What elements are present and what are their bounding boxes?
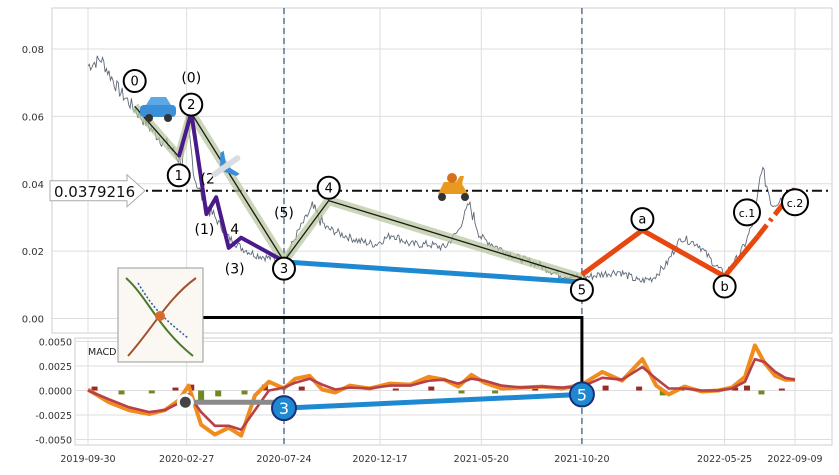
wave-label: b — [720, 280, 728, 295]
price-level-label: 0.0379216 — [54, 183, 135, 201]
x-tick-label: 2021-05-20 — [454, 454, 509, 465]
macd-y-tick-label: 0.0025 — [39, 362, 72, 373]
correction-projection-line — [756, 187, 797, 238]
wave-label-circle — [732, 198, 761, 227]
macd-histogram-bar — [91, 386, 98, 391]
correction-wave-line — [580, 227, 761, 279]
x-tick-label: 2022-05-25 — [697, 454, 752, 465]
wave-label: (5) — [274, 205, 294, 221]
macd-histogram-bar — [392, 388, 399, 391]
wave-label-circle — [271, 256, 296, 281]
macd-histogram-bar — [636, 386, 643, 391]
car-wheel — [164, 114, 172, 122]
scooter-wheel — [438, 193, 446, 201]
wave-label-circle — [630, 207, 655, 232]
airplane-fuselage — [211, 155, 241, 178]
scooter-icon — [438, 173, 469, 201]
airplane-icon — [211, 150, 241, 178]
scooter-rider-head — [447, 173, 457, 183]
macd-histogram-bar — [198, 390, 205, 402]
wave-label-circle — [781, 188, 809, 217]
price-y-tick-label: 0.02 — [22, 247, 44, 258]
x-tick-label: 2021-10-20 — [554, 454, 609, 465]
macd-histogram-bar — [732, 387, 739, 391]
macd-histogram-bar — [172, 387, 179, 391]
price-y-tick-label: 0.00 — [22, 315, 44, 326]
macd-histogram-bar — [241, 390, 248, 395]
macd-histogram-bar — [298, 386, 305, 391]
x-tick-label: 2020-12-17 — [352, 454, 407, 465]
x-tick-label: 2022-09-09 — [767, 454, 822, 465]
wave-label: (1) — [194, 222, 214, 238]
macd-histogram-bar — [428, 386, 435, 391]
wave-label: 0 — [131, 75, 139, 90]
macd-histogram-bar — [758, 390, 765, 395]
wave-label: (0) — [181, 71, 201, 87]
wave-label: 5 — [578, 283, 586, 298]
wave-label: 4 — [325, 181, 333, 196]
macd-histogram-bar — [215, 390, 222, 397]
wave-label: c.1 — [739, 207, 756, 220]
thumbnail-chart-image — [117, 267, 204, 363]
macd-y-tick-label: 0.0000 — [39, 387, 72, 398]
price-y-tick-label: 0.06 — [22, 112, 44, 123]
macd-y-tick-label: -0.0025 — [35, 411, 72, 422]
wave-label: 2 — [187, 98, 195, 113]
car-roof — [146, 97, 171, 105]
macd-histogram-bar — [492, 390, 499, 394]
car-icon — [140, 97, 176, 122]
wave-label: 3 — [280, 262, 288, 277]
macd-histogram-bar — [458, 390, 465, 394]
thumbnail-curve — [125, 277, 194, 357]
wave-channel-line — [134, 105, 583, 279]
wave-label-circle — [712, 274, 737, 299]
macd-histogram-bar — [743, 385, 750, 391]
macd-histogram-bar — [118, 390, 125, 395]
airplane-wings — [220, 150, 240, 176]
macd-y-tick-label: -0.0050 — [35, 436, 72, 447]
wave-label: c.2 — [787, 197, 804, 210]
wave-label-circle — [316, 175, 341, 200]
macd-histogram-bar — [602, 385, 609, 391]
macd-wave-marker-circle — [270, 395, 297, 422]
price-y-tick-label: 0.08 — [22, 45, 44, 56]
wave-label: (2 — [201, 172, 215, 188]
divergence-trend-line-macd — [283, 391, 583, 411]
price-y-tick-label: 0.04 — [22, 180, 44, 191]
macd-histogram-bar — [148, 390, 155, 394]
macd-histogram-bar — [532, 388, 539, 391]
macd-y-tick-label: 0.0050 — [39, 338, 72, 349]
signal-series-line — [87, 357, 796, 432]
wave-label-circle — [166, 163, 191, 188]
wave-label: (3) — [225, 262, 245, 278]
x-tick-label: 2020-02-27 — [159, 454, 214, 465]
macd-wave-marker-circle — [568, 381, 595, 408]
scooter-wheel — [461, 193, 469, 201]
x-tick-label: 2019-09-30 — [60, 454, 115, 465]
macd-wave-marker-label: 5 — [577, 385, 587, 404]
macd-histogram-bar — [778, 388, 785, 391]
macd-gray-dot — [176, 393, 194, 411]
wave-label: a — [638, 213, 646, 228]
thumbnail-dot — [155, 311, 165, 321]
divergence-trend-line-price — [283, 259, 583, 285]
price-level-arrow-icon — [49, 173, 146, 208]
car-wheel — [145, 114, 153, 122]
macd-wave-marker-label: 3 — [279, 399, 289, 418]
wave-label-circle — [569, 277, 594, 302]
connector-line — [203, 315, 584, 383]
scooter-body — [438, 176, 468, 194]
macd-histogram-bar — [659, 390, 666, 396]
wave-label-circle — [122, 69, 147, 94]
wave-label-circle — [179, 92, 204, 117]
x-tick-label: 2020-07-24 — [256, 454, 311, 465]
wave-label: 4 — [230, 222, 239, 238]
wave-label: 1 — [175, 169, 183, 184]
